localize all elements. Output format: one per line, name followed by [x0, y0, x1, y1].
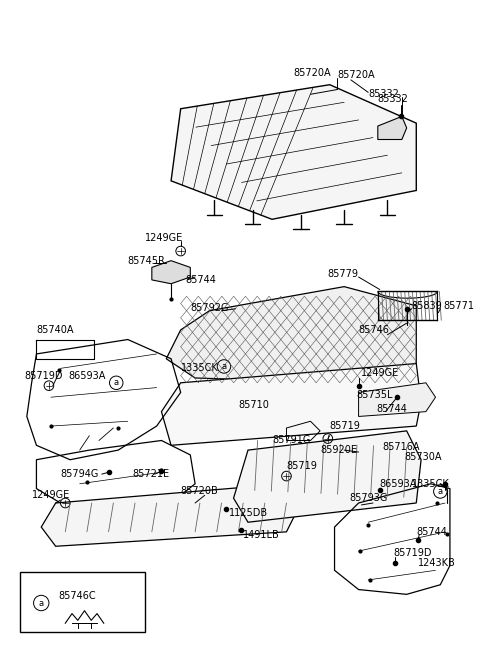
Text: 85720A: 85720A: [293, 68, 331, 78]
Text: 1249GE: 1249GE: [360, 368, 399, 378]
Polygon shape: [41, 484, 301, 546]
Text: 85716A: 85716A: [383, 442, 420, 452]
Text: 85719D: 85719D: [393, 548, 432, 558]
Text: 85794G: 85794G: [60, 469, 99, 479]
Text: 85792G: 85792G: [190, 303, 229, 313]
Text: 85735L: 85735L: [357, 390, 393, 400]
Text: 85791G: 85791G: [272, 436, 311, 445]
Text: 1491LB: 1491LB: [243, 530, 280, 540]
Polygon shape: [166, 287, 416, 383]
Text: 85920E: 85920E: [320, 445, 357, 455]
Polygon shape: [152, 261, 190, 284]
Text: 85744: 85744: [416, 527, 447, 537]
Text: 1335CK: 1335CK: [411, 479, 449, 489]
Text: 1335CK: 1335CK: [180, 364, 218, 373]
Polygon shape: [359, 383, 435, 417]
Polygon shape: [378, 117, 407, 140]
Text: a: a: [438, 487, 443, 496]
Text: 85779: 85779: [328, 269, 359, 279]
Text: 85746C: 85746C: [59, 591, 96, 601]
Text: 85719D: 85719D: [24, 371, 62, 381]
Text: a: a: [221, 362, 227, 371]
Text: 85771: 85771: [443, 301, 474, 311]
Text: 85720B: 85720B: [180, 487, 218, 496]
Text: 85746: 85746: [359, 325, 389, 335]
Text: 85710: 85710: [239, 400, 269, 410]
Text: 1249GE: 1249GE: [32, 491, 70, 500]
Text: 85730A: 85730A: [405, 452, 442, 462]
Text: 85719: 85719: [330, 421, 360, 431]
Text: 85332: 85332: [378, 94, 408, 104]
Text: a: a: [114, 379, 119, 387]
Text: 85839: 85839: [411, 301, 442, 311]
Text: 1249GE: 1249GE: [145, 233, 183, 242]
Polygon shape: [161, 364, 421, 445]
Polygon shape: [234, 431, 421, 522]
Polygon shape: [171, 84, 416, 219]
Text: 85744: 85744: [376, 403, 407, 414]
Text: 85745R: 85745R: [128, 255, 166, 266]
Bar: [20, 572, 145, 632]
Text: 85721E: 85721E: [132, 469, 170, 479]
Text: 86593A: 86593A: [380, 479, 417, 489]
Text: 85720A: 85720A: [337, 70, 375, 80]
Text: 85744: 85744: [185, 275, 216, 285]
Text: 85719: 85719: [287, 462, 317, 472]
Text: 86593A: 86593A: [68, 371, 106, 381]
Text: a: a: [39, 599, 44, 607]
Text: 85793G: 85793G: [349, 493, 387, 503]
Text: 1243KB: 1243KB: [418, 557, 456, 568]
Text: 1125DB: 1125DB: [229, 508, 268, 517]
Text: 85332: 85332: [368, 89, 399, 100]
Text: 85740A: 85740A: [36, 325, 74, 335]
